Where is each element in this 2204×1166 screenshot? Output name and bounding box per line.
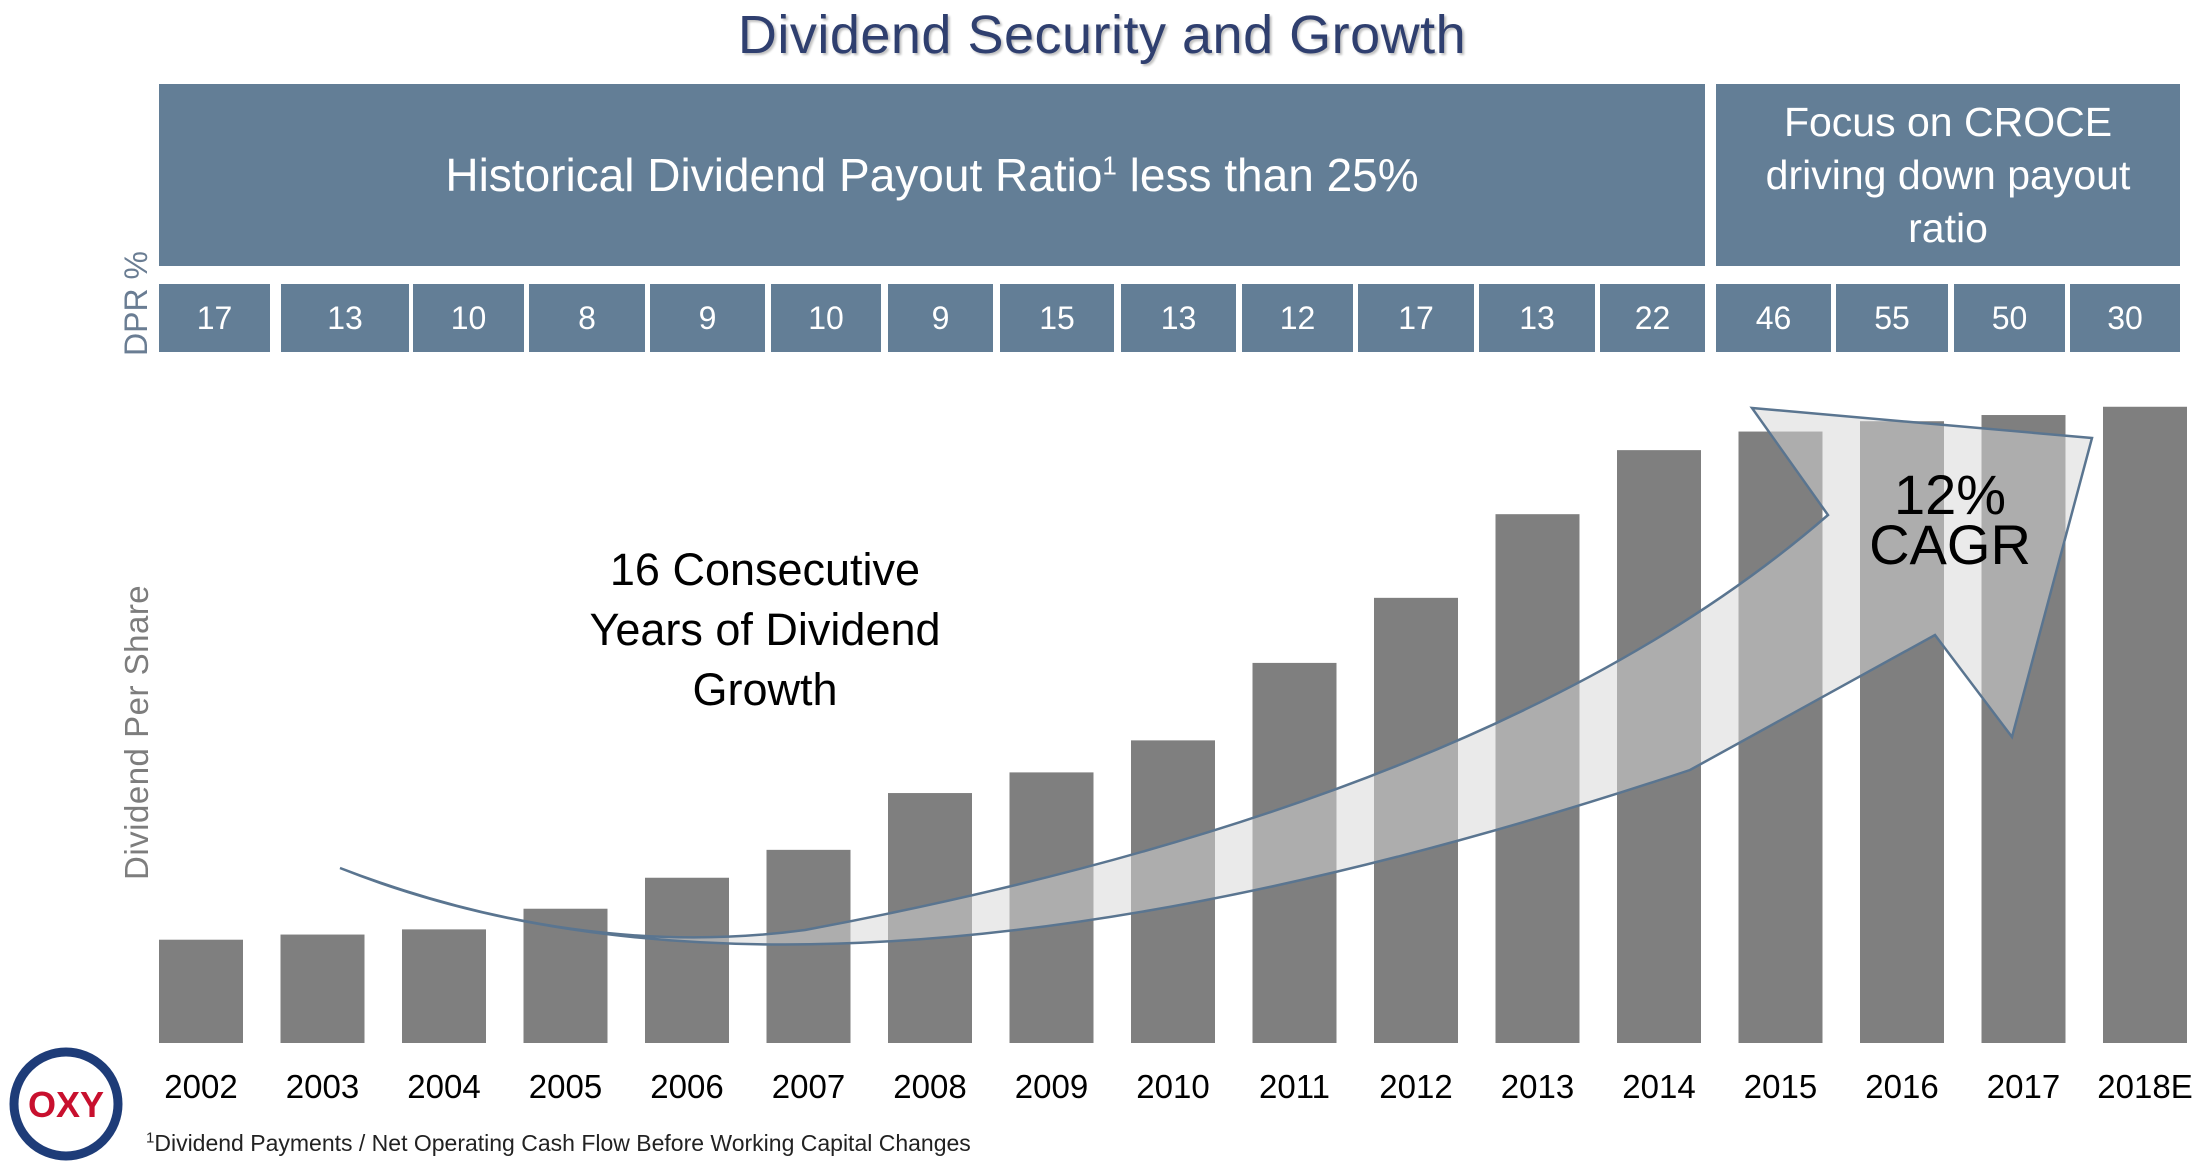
dpr-cell-2012: 17: [1358, 284, 1474, 352]
dpr-cell-2002: 17: [159, 284, 270, 352]
x-tick-2005: 2005: [529, 1068, 602, 1105]
bar-2018E: [2103, 406, 2187, 1043]
x-tick-2016: 2016: [1865, 1068, 1938, 1105]
banner-right-line1: Focus on CROCE: [1783, 98, 2113, 145]
dpr-cell-2017: 50: [1954, 284, 2065, 352]
x-tick-2004: 2004: [407, 1068, 480, 1105]
dpr-cell-2005: 8: [529, 284, 645, 352]
dpr-cell-2009: 15: [1000, 284, 1114, 352]
banner-left-text: Historical Dividend Payout Ratio1 less t…: [445, 149, 1419, 201]
dpr-cell-2015: 46: [1716, 284, 1831, 352]
footnote-text: Dividend Payments / Net Operating Cash F…: [154, 1130, 971, 1156]
page-title: Dividend Security and Growth: [737, 5, 1467, 65]
footnote-number: 1: [146, 1129, 155, 1147]
x-tick-2017: 2017: [1987, 1068, 2060, 1105]
logo-text: OXY: [28, 1084, 104, 1125]
x-tick-2013: 2013: [1501, 1068, 1574, 1105]
dpr-cell-2016: 55: [1836, 284, 1948, 352]
historical-payout-banner: Historical Dividend Payout Ratio1 less t…: [159, 84, 1705, 266]
dpr-cell-2008: 9: [888, 284, 993, 352]
x-tick-labels: 2002 2003 2004 2005 2006 2007 2008 2009 2010 2011…: [164, 1068, 2192, 1105]
bar-2007: [766, 849, 851, 1043]
x-tick-2010: 2010: [1136, 1068, 1209, 1105]
x-tick-2009: 2009: [1015, 1068, 1088, 1105]
growth-annotation: 16 Consecutive Years of Dividend Growth: [560, 540, 970, 720]
growth-arrow: [339, 406, 2094, 946]
dpr-cell-2007: 10: [771, 284, 881, 352]
dpr-cell-2013: 13: [1479, 284, 1595, 352]
dpr-cell-2003: 13: [281, 284, 409, 352]
dpr-cell-2011: 12: [1242, 284, 1353, 352]
dpr-cell-2018E: 30: [2070, 284, 2180, 352]
bar-2002: [159, 939, 243, 1043]
dpr-cell-2014: 22: [1600, 284, 1705, 352]
x-tick-2006: 2006: [650, 1068, 723, 1105]
footnote: 1Dividend Payments / Net Operating Cash …: [146, 1130, 971, 1157]
bar-2003: [280, 934, 365, 1043]
dpr-cell-2006: 9: [650, 284, 765, 352]
cagr-value: 12%: [1893, 463, 2007, 526]
cagr-annotation: 12% CAGR: [1860, 463, 2040, 576]
bar-2006: [645, 877, 729, 1043]
growth-line2: Years of Dividend: [589, 604, 941, 655]
x-tick-2008: 2008: [893, 1068, 966, 1105]
x-tick-2011: 2011: [1259, 1068, 1330, 1105]
bar-2004: [402, 929, 486, 1043]
dpr-cell-2004: 10: [413, 284, 524, 352]
x-tick-2003: 2003: [286, 1068, 359, 1105]
x-tick-2007: 2007: [772, 1068, 845, 1105]
croce-focus-banner: Focus on CROCE driving down payout ratio: [1716, 84, 2180, 266]
x-tick-2018E: 2018E: [2097, 1068, 2192, 1105]
banner-right-line3: ratio: [1908, 204, 1988, 251]
growth-line3: Growth: [692, 664, 838, 715]
x-tick-2012: 2012: [1379, 1068, 1452, 1105]
banner-right-line2: driving down payout: [1765, 151, 2131, 198]
footnote-marker: 1: [1102, 150, 1117, 181]
x-tick-2014: 2014: [1622, 1068, 1695, 1105]
oxy-logo: OXY: [9, 1047, 123, 1161]
x-tick-2015: 2015: [1744, 1068, 1817, 1105]
growth-line1: 16 Consecutive: [609, 544, 921, 595]
x-tick-2002: 2002: [164, 1068, 237, 1105]
dpr-cell-2010: 13: [1121, 284, 1236, 352]
cagr-label: CAGR: [1869, 513, 2031, 576]
